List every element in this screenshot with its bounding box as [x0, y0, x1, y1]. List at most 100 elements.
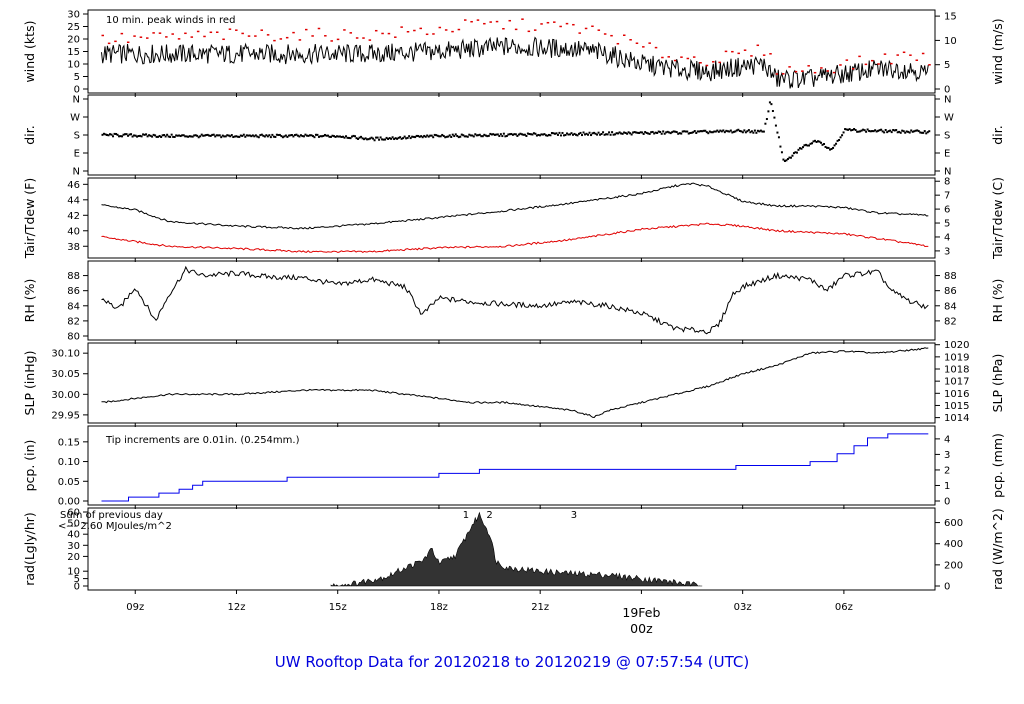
dir-point	[134, 134, 137, 137]
y-tick-label-right: 1018	[944, 365, 969, 376]
dir-point	[612, 133, 615, 136]
dir-point	[887, 130, 890, 133]
dir-point	[905, 130, 908, 133]
dir-point	[755, 131, 758, 134]
dir-point	[206, 133, 209, 136]
peak-wind-point	[769, 53, 772, 55]
dir-point	[728, 130, 731, 133]
dir-point	[248, 134, 251, 137]
peak-wind-point	[476, 19, 480, 21]
rad-marker-label: 2	[486, 510, 492, 521]
dir-point	[400, 137, 403, 140]
dir-point	[483, 133, 486, 136]
dir-point	[716, 129, 719, 132]
dir-point	[722, 129, 725, 132]
dir-point	[263, 135, 266, 138]
dir-point	[348, 136, 351, 139]
dir-point	[266, 135, 269, 138]
dir-point	[409, 137, 412, 140]
dir-point	[148, 134, 151, 137]
peak-wind-point	[324, 35, 327, 37]
y-tick-label: 20	[67, 552, 80, 563]
dir-point	[543, 133, 546, 136]
dir-point	[329, 135, 332, 138]
dir-point	[385, 136, 388, 139]
dir-point	[817, 140, 820, 143]
dir-point	[807, 144, 810, 147]
dir-point	[549, 134, 552, 137]
dir-point	[193, 134, 196, 137]
dir-point	[107, 134, 110, 137]
dir-point	[907, 130, 910, 133]
dir-point	[283, 135, 286, 138]
dir-point	[638, 132, 641, 135]
panel-frame	[87, 177, 936, 259]
y-tick-label-right: 0	[944, 582, 950, 593]
dir-point	[405, 137, 408, 140]
dir-point	[391, 136, 394, 139]
dir-point	[364, 137, 367, 140]
dir-point	[737, 128, 740, 131]
peak-wind-point	[266, 34, 270, 36]
peak-wind-point	[591, 25, 594, 28]
plot-area	[101, 433, 929, 502]
dir-point	[771, 110, 774, 113]
dir-point	[708, 130, 711, 133]
peak-wind-point	[133, 35, 136, 37]
dir-point	[247, 134, 250, 137]
dir-point	[433, 133, 436, 136]
dir-point	[747, 129, 750, 132]
peak-wind-point	[921, 52, 925, 55]
dir-point	[744, 131, 747, 134]
dir-point	[641, 131, 644, 134]
dir-point	[432, 136, 435, 139]
dir-point	[335, 135, 338, 138]
dir-point	[789, 156, 792, 159]
dir-point	[725, 129, 728, 132]
y-tick-label-right: 86	[944, 286, 957, 297]
dir-point	[693, 130, 696, 133]
dir-point	[659, 130, 662, 133]
dir-point	[358, 136, 361, 139]
dir-point	[824, 145, 827, 148]
dir-point	[803, 144, 806, 147]
dir-point	[453, 135, 456, 138]
dir-point	[752, 131, 755, 134]
peak-wind-point	[883, 53, 887, 55]
y-tick-label: 80	[67, 332, 80, 343]
y-axis-label-right: pcp. (mm)	[990, 433, 1005, 498]
dir-point	[656, 132, 659, 135]
dir-point	[788, 156, 791, 159]
dir-point	[287, 134, 290, 137]
dir-point	[689, 131, 692, 134]
peak-wind-point	[457, 28, 461, 31]
dir-point	[544, 134, 547, 137]
dir-point	[456, 134, 459, 137]
dir-point	[630, 133, 633, 136]
dir-point	[259, 134, 262, 137]
dir-point	[414, 136, 417, 139]
dir-point	[773, 116, 776, 119]
dir-point	[499, 133, 502, 136]
dir-point	[103, 132, 106, 135]
dir-point	[759, 129, 762, 132]
dir-point	[639, 131, 642, 134]
dir-point	[522, 133, 525, 136]
dir-point	[190, 135, 193, 138]
y-tick-label: N	[73, 95, 80, 106]
peak-wind-point	[635, 42, 639, 45]
plot-area	[101, 347, 929, 419]
dir-point	[421, 136, 424, 139]
dir-point	[251, 134, 254, 137]
plot-area	[101, 265, 929, 335]
dir-point	[874, 129, 877, 132]
dir-point	[599, 133, 602, 136]
dir-point	[375, 136, 378, 139]
dir-point	[209, 134, 212, 137]
dir-point	[423, 134, 426, 137]
y-tick-label-right: 0	[944, 497, 950, 508]
peak-wind-point	[483, 22, 486, 25]
y-tick-label: 42	[67, 211, 80, 222]
dir-point	[899, 131, 902, 134]
dir-point	[430, 134, 433, 137]
